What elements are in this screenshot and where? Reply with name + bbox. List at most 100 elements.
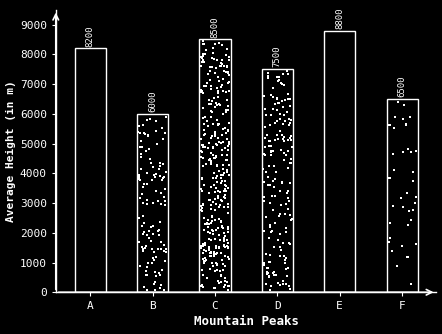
Point xyxy=(211,207,218,213)
Point xyxy=(210,231,217,236)
Point xyxy=(200,215,207,220)
Point xyxy=(280,138,287,144)
Point xyxy=(283,225,290,230)
Point xyxy=(213,251,220,257)
Point xyxy=(157,286,164,291)
Point xyxy=(221,244,229,249)
Point xyxy=(208,55,215,61)
Point xyxy=(143,148,150,154)
Point xyxy=(160,161,167,166)
Point xyxy=(213,262,221,267)
Point xyxy=(145,134,152,139)
Point xyxy=(213,263,220,268)
Point xyxy=(211,104,218,109)
Point xyxy=(158,202,165,207)
Point xyxy=(206,254,213,259)
Point xyxy=(162,130,169,136)
Point xyxy=(285,165,292,170)
Point xyxy=(219,163,226,168)
Point xyxy=(220,127,227,132)
Point xyxy=(215,279,222,284)
Point xyxy=(202,51,209,56)
Point xyxy=(163,249,170,255)
Text: 7500: 7500 xyxy=(273,46,282,67)
Point xyxy=(198,176,206,181)
Point xyxy=(200,259,207,265)
Point xyxy=(137,167,144,172)
Point xyxy=(222,182,229,187)
Point xyxy=(139,200,146,205)
Point xyxy=(217,273,224,279)
Point xyxy=(215,245,222,251)
Point xyxy=(400,103,407,108)
Point xyxy=(158,191,165,196)
Point xyxy=(288,137,295,142)
Point xyxy=(212,71,219,76)
Point xyxy=(225,142,232,147)
Point xyxy=(224,225,231,230)
Point xyxy=(205,247,212,253)
Point xyxy=(277,202,284,207)
Point xyxy=(213,141,220,147)
Point xyxy=(225,257,232,262)
Point xyxy=(276,101,283,106)
Point xyxy=(267,148,274,153)
Point xyxy=(152,119,159,124)
Point xyxy=(208,219,215,224)
Point xyxy=(225,229,232,234)
Point xyxy=(407,115,414,120)
Point xyxy=(142,245,149,251)
Bar xyxy=(199,39,231,292)
Point xyxy=(155,166,162,172)
Point xyxy=(224,143,231,148)
Point xyxy=(159,268,166,273)
Point xyxy=(225,204,232,210)
Text: 8800: 8800 xyxy=(335,7,344,29)
Point xyxy=(140,184,147,190)
Point xyxy=(272,176,279,182)
Point xyxy=(266,182,273,187)
Point xyxy=(208,98,215,103)
Point xyxy=(265,75,272,81)
Point xyxy=(215,244,222,250)
Point xyxy=(207,64,214,69)
Point xyxy=(220,173,227,178)
Point xyxy=(137,177,144,183)
Point xyxy=(156,271,163,276)
Point xyxy=(207,108,214,113)
Point xyxy=(275,136,282,142)
Point xyxy=(221,63,228,68)
Point xyxy=(144,287,151,292)
Point xyxy=(262,135,269,141)
Point xyxy=(210,152,217,158)
Point xyxy=(221,235,228,241)
Point xyxy=(144,272,151,278)
Point xyxy=(266,138,273,144)
Point xyxy=(224,153,231,158)
Point xyxy=(160,288,167,293)
Point xyxy=(387,236,394,241)
Point xyxy=(139,213,146,218)
Point xyxy=(213,250,220,256)
Point xyxy=(220,166,227,172)
Point xyxy=(211,96,218,101)
Point xyxy=(220,194,227,199)
Point xyxy=(278,179,286,184)
Text: 8500: 8500 xyxy=(210,16,219,38)
Point xyxy=(219,152,226,158)
Point xyxy=(224,63,231,68)
Point xyxy=(144,232,151,237)
Point xyxy=(158,239,165,244)
Point xyxy=(268,152,275,158)
Point xyxy=(144,260,151,266)
Point xyxy=(260,194,267,200)
Point xyxy=(224,170,231,175)
Point xyxy=(201,59,208,64)
Point xyxy=(200,41,207,47)
Point xyxy=(215,88,222,93)
Point xyxy=(207,230,214,236)
Point xyxy=(210,121,217,127)
Point xyxy=(207,84,214,89)
Point xyxy=(206,77,213,83)
Point xyxy=(140,122,147,128)
